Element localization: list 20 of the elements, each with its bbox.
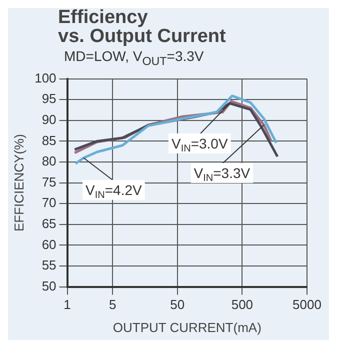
y-tick-label: 65 (42, 216, 56, 231)
x-tick-label: 5 (108, 296, 116, 312)
y-tick-label: 85 (42, 132, 56, 148)
x-tick-label: 5000 (292, 296, 322, 312)
y-tick-label: 90 (42, 112, 56, 127)
y-tick-label: 80 (42, 153, 56, 168)
y-tick-label: 75 (42, 174, 56, 190)
y-tick-label: 55 (42, 257, 56, 272)
x-axis-title: OUTPUT CURRENT(mA) (112, 320, 262, 335)
y-tick-label: 60 (42, 236, 56, 252)
y-axis-title: EFFICIENCY(%) (11, 134, 26, 232)
x-tick-label: 500 (231, 296, 254, 312)
y-tick-label: 70 (42, 194, 56, 210)
y-tick-label: 50 (42, 278, 56, 294)
chart-title: Efficiency vs. Output Current (57, 7, 227, 47)
y-tick-label: 100 (34, 70, 56, 86)
x-tick-label: 1 (64, 296, 71, 312)
x-tick-label: 50 (170, 296, 185, 312)
y-tick-label: 95 (42, 90, 56, 106)
chart-subtitle: MD=LOW, V$_{OUT}$=3.3V (63, 48, 205, 68)
